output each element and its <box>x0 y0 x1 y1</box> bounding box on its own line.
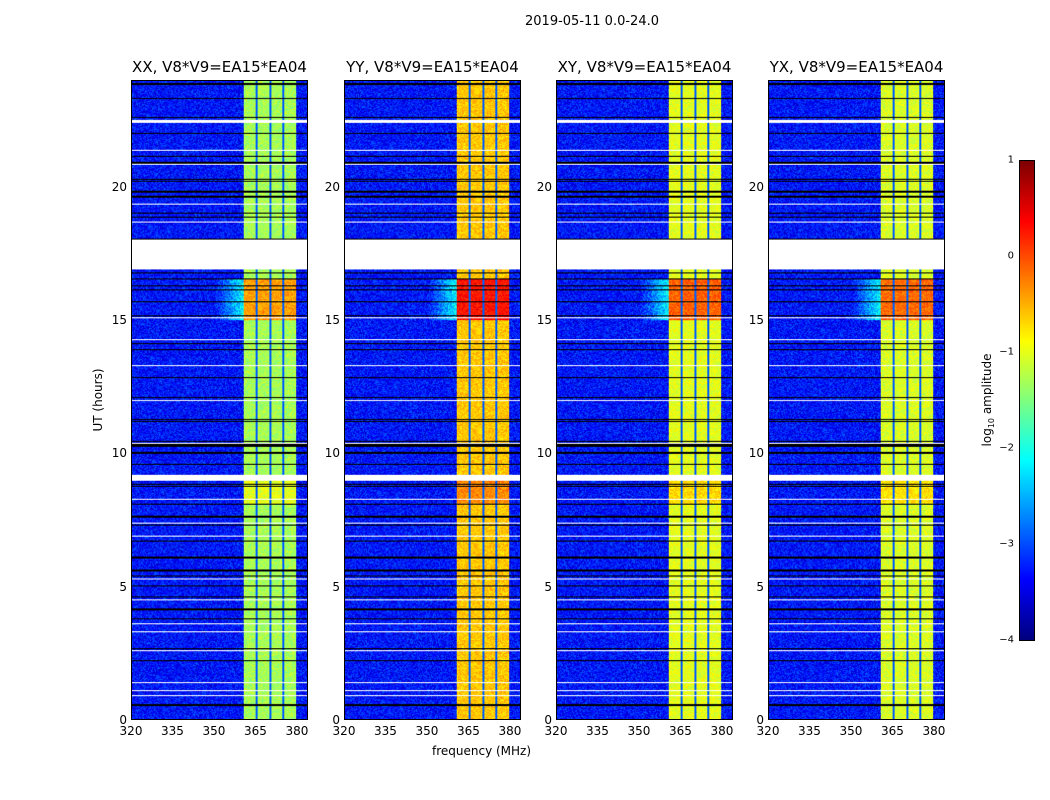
y-axis-label: UT (hours) <box>91 368 105 432</box>
x-tick-label: 350 <box>627 724 651 738</box>
y-tick-label: 5 <box>119 579 127 594</box>
x-tick-label: 320 <box>544 724 568 738</box>
y-tick-label: 15 <box>748 313 764 327</box>
y-tick-label: 15 <box>111 313 127 327</box>
y-tick-label: 10 <box>536 446 552 461</box>
y-tick-label: 10 <box>324 446 340 461</box>
x-tick-label: 380 <box>922 724 946 738</box>
x-tick-label: 320 <box>119 724 143 738</box>
x-axis-label: frequency (MHz) <box>432 744 532 758</box>
x-tick-label: 380 <box>710 724 734 738</box>
x-tick-label: 335 <box>586 724 609 738</box>
y-tick-label: 20 <box>748 179 764 194</box>
x-tick-label: 335 <box>798 724 821 738</box>
figure-title: 2019-05-11 0.0-24.0 <box>525 14 659 29</box>
colorbar-tick-label: −2 <box>999 442 1014 454</box>
y-tick-label: 5 <box>756 579 764 594</box>
x-tick-label: 350 <box>839 724 863 738</box>
y-tick-label: 15 <box>324 313 340 327</box>
x-tick-label: 365 <box>881 724 904 738</box>
y-tick-label: 10 <box>748 446 764 461</box>
heatmap-panel <box>556 80 733 720</box>
panel-title: YY, V8*V9=EA15*EA04 <box>346 58 519 76</box>
x-tick-label: 320 <box>332 724 356 738</box>
x-tick-label: 335 <box>161 724 184 738</box>
y-tick-label: 5 <box>332 579 340 594</box>
heatmap-panel <box>344 80 521 720</box>
x-tick-label: 350 <box>202 724 226 738</box>
y-tick-label: 0 <box>544 713 552 727</box>
x-tick-label: 365 <box>457 724 480 738</box>
colorbar-tick-label: −1 <box>999 346 1014 358</box>
x-tick-label: 335 <box>374 724 397 738</box>
x-tick-label: 320 <box>756 724 780 738</box>
panel-title: YX, V8*V9=EA15*EA04 <box>769 58 944 76</box>
y-tick-label: 0 <box>119 713 127 727</box>
y-tick-label: 10 <box>111 446 127 461</box>
y-tick-label: 0 <box>332 713 340 727</box>
y-tick-label: 20 <box>536 179 552 194</box>
x-tick-label: 365 <box>244 724 267 738</box>
panel-title: XY, V8*V9=EA15*EA04 <box>557 58 732 76</box>
colorbar <box>1019 160 1035 641</box>
heatmap-panel <box>768 80 945 720</box>
y-tick-label: 0 <box>756 713 764 727</box>
colorbar-tick-label: 0 <box>1007 250 1014 262</box>
colorbar-tick-label: −3 <box>999 538 1014 550</box>
colorbar-tick-label: −4 <box>999 634 1014 646</box>
heatmap-panel <box>131 80 308 720</box>
y-tick-label: 5 <box>544 579 552 594</box>
x-tick-label: 380 <box>498 724 522 738</box>
panel-title: XX, V8*V9=EA15*EA04 <box>132 58 307 76</box>
y-tick-label: 20 <box>111 179 127 194</box>
x-tick-label: 365 <box>669 724 692 738</box>
y-tick-label: 20 <box>324 179 340 194</box>
colorbar-tick-label: 1 <box>1007 154 1014 166</box>
x-tick-label: 380 <box>285 724 309 738</box>
x-tick-label: 350 <box>415 724 439 738</box>
y-tick-label: 15 <box>536 313 552 327</box>
colorbar-label: log10 amplitude <box>979 353 997 447</box>
